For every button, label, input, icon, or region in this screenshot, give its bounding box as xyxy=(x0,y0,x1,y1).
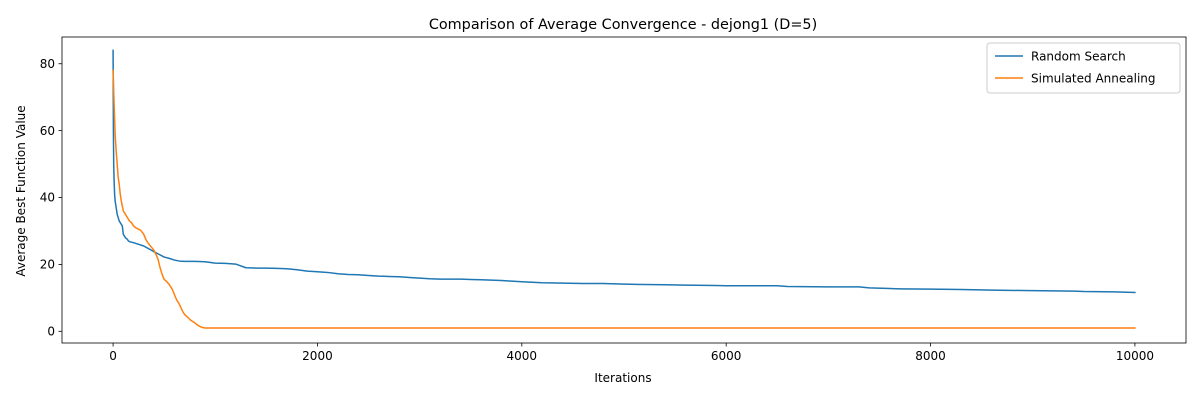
x-tick-label: 2000 xyxy=(302,349,333,363)
x-tick-label: 6000 xyxy=(711,349,742,363)
legend-label: Simulated Annealing xyxy=(1031,71,1156,85)
series-line-random-search xyxy=(112,49,1136,294)
y-tick-label: 80 xyxy=(40,57,55,71)
x-tick-label: 8000 xyxy=(915,349,946,363)
legend: Random Search Simulated Annealing xyxy=(986,42,1181,94)
legend-box xyxy=(986,42,1181,94)
legend-label: Random Search xyxy=(1031,49,1126,63)
plot-area: 0 2000 4000 6000 8000 10000 0 20 40 60 80 Random Se… xyxy=(40,36,1187,363)
x-tick-label: 4000 xyxy=(507,349,538,363)
series-line-simulated-annealing xyxy=(112,69,1136,329)
y-tick-label: 60 xyxy=(40,124,55,138)
chart-title: Comparison of Average Convergence - dejo… xyxy=(429,17,817,33)
y-tick-label: 0 xyxy=(47,324,55,338)
x-tick-label: 10000 xyxy=(1116,349,1154,363)
axes-frame xyxy=(61,36,1187,344)
x-axis-label: Iterations xyxy=(594,371,651,385)
x-tick-label: 0 xyxy=(109,349,117,363)
y-tick-label: 40 xyxy=(40,191,55,205)
y-axis-label: Average Best Function Value xyxy=(14,105,28,276)
y-tick-label: 20 xyxy=(40,258,55,272)
